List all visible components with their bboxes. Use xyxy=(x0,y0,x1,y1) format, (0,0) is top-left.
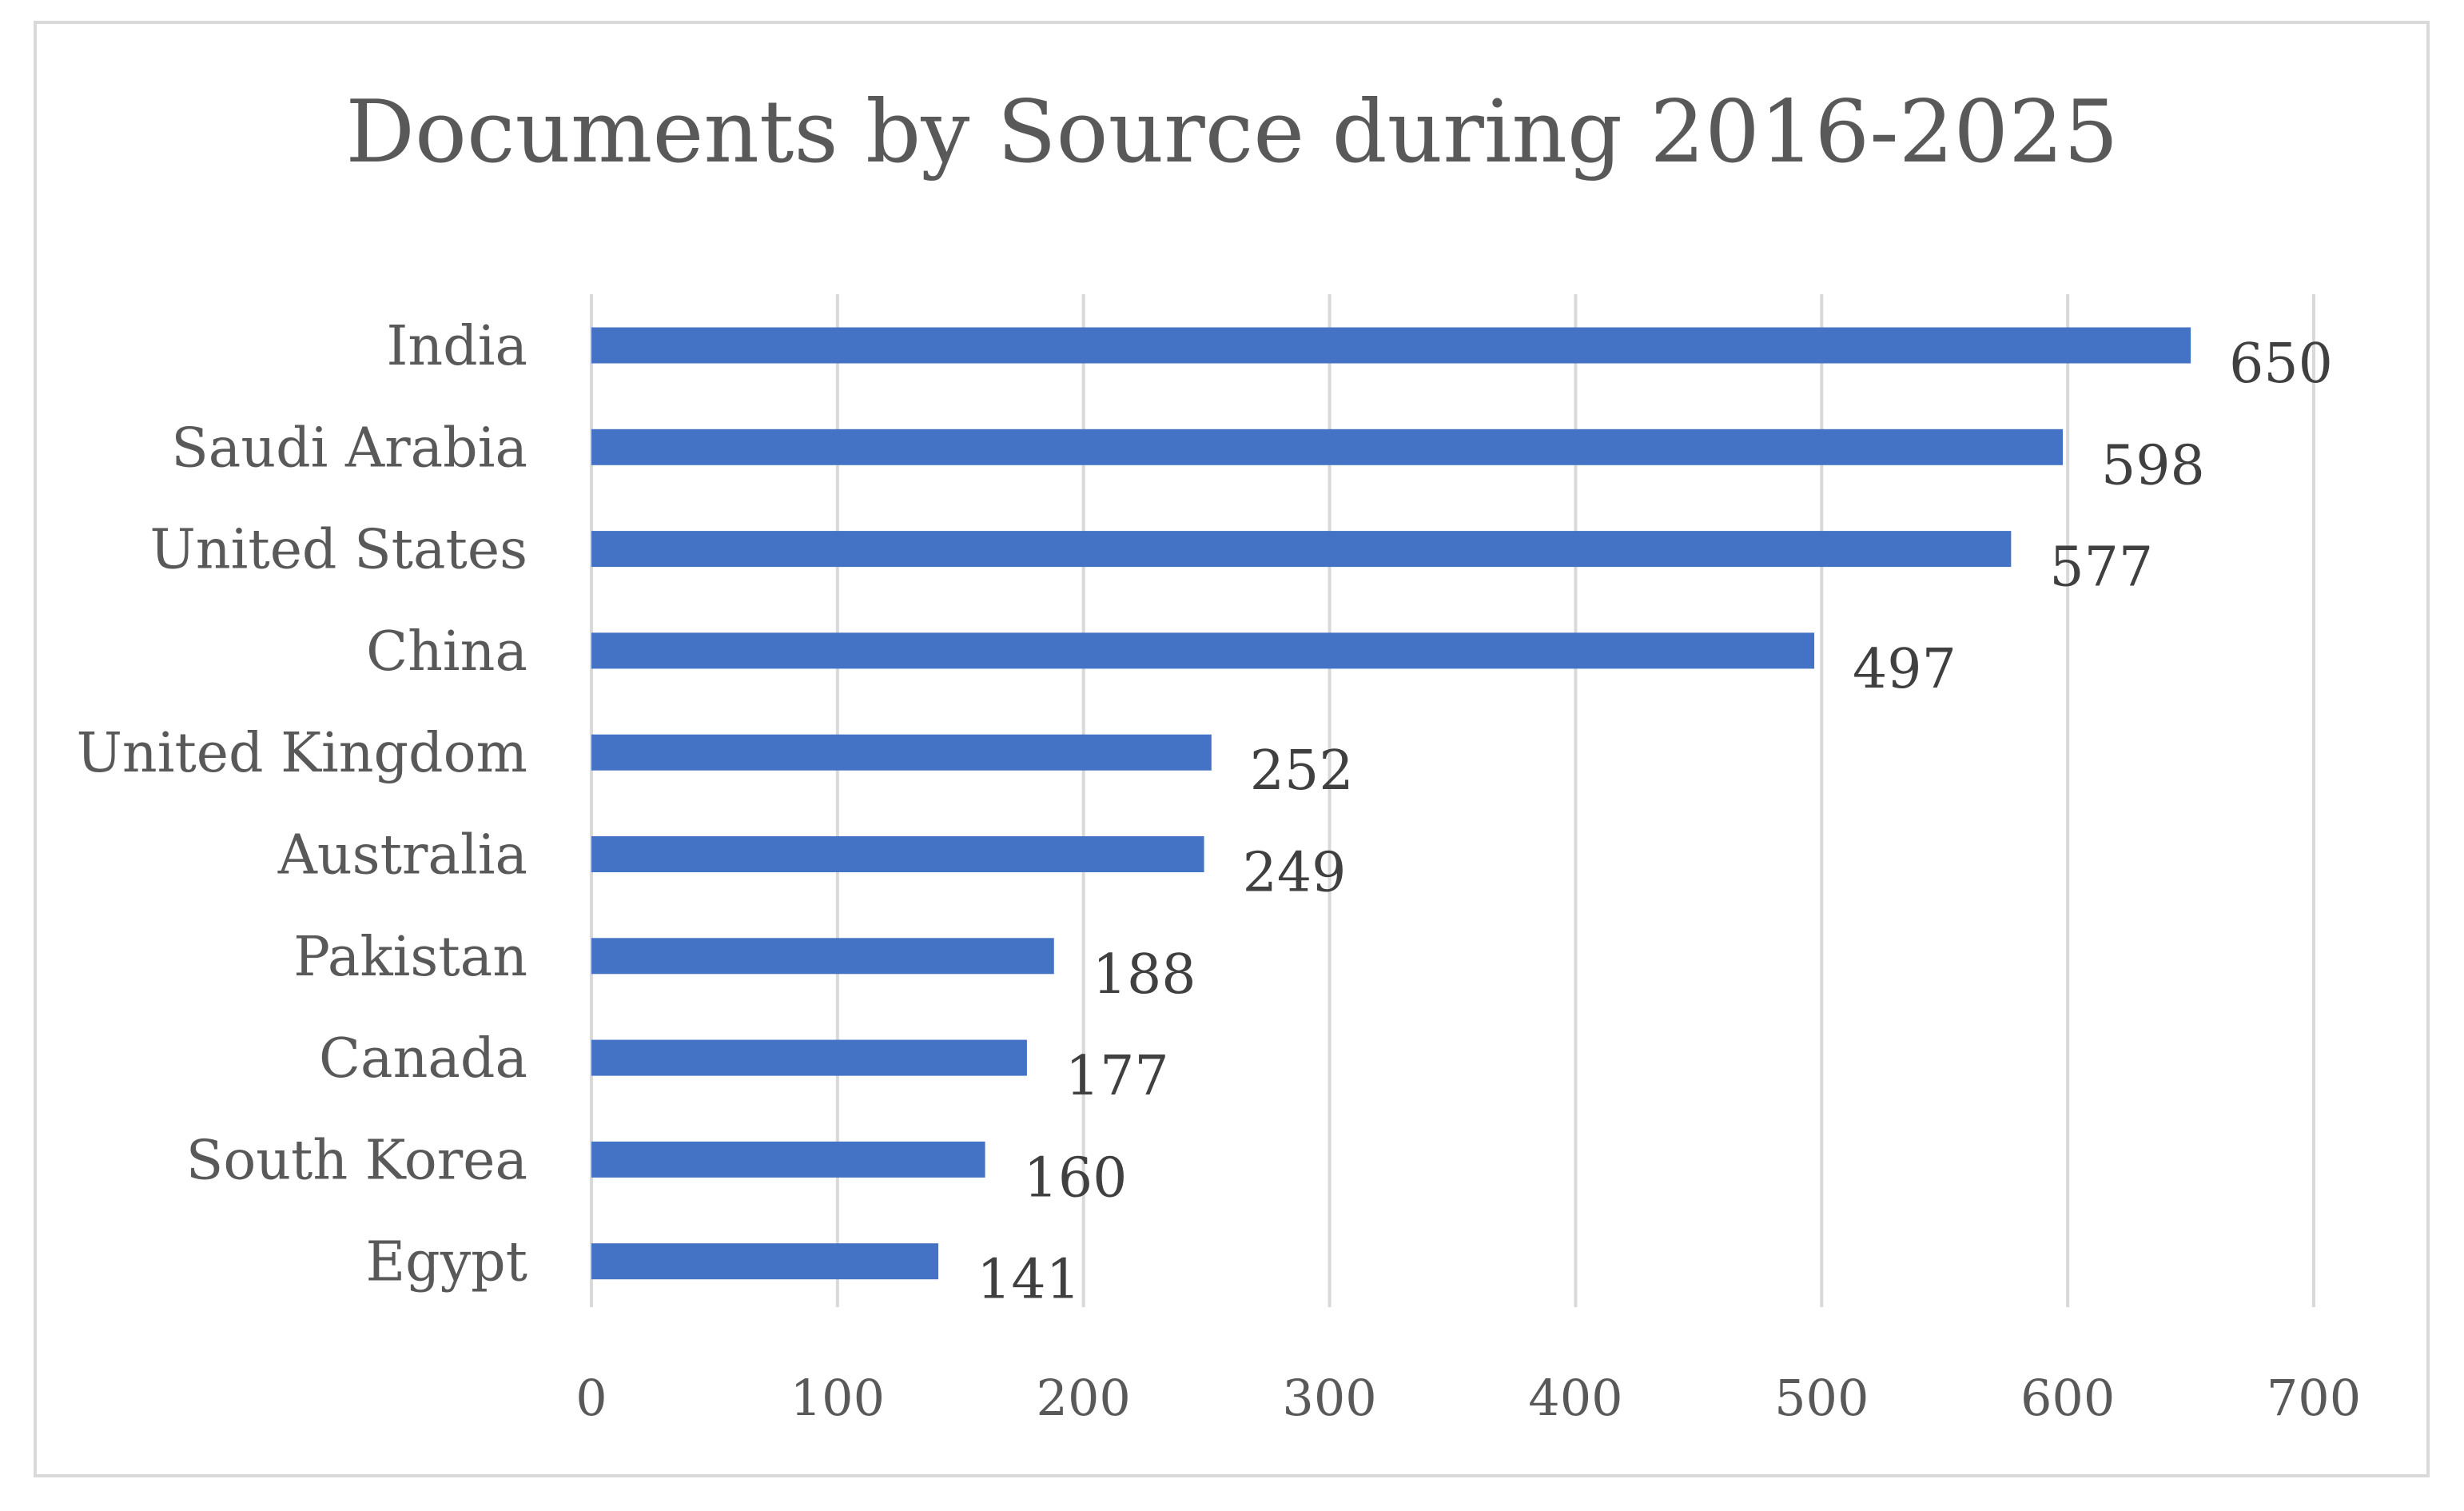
bar xyxy=(591,836,1204,872)
data-label: 141 xyxy=(977,1249,1081,1312)
x-tick-label: 400 xyxy=(1528,1369,1622,1427)
x-tick-label: 300 xyxy=(1282,1369,1376,1427)
category-labels: India Saudi Arabia United States China Unite… xyxy=(77,315,527,1294)
category-label: Pakistan xyxy=(293,926,527,989)
category-label: Egypt xyxy=(366,1231,527,1294)
x-tick-label: 500 xyxy=(1774,1369,1869,1427)
category-label: Australia xyxy=(277,824,527,887)
bar xyxy=(591,632,1815,669)
x-tick-label: 600 xyxy=(2020,1369,2115,1427)
data-label: 249 xyxy=(1243,842,1347,905)
data-labels: 650 598 577 497 252 249 188 177 160 141 xyxy=(977,333,2333,1312)
x-tick-label: 700 xyxy=(2267,1369,2361,1427)
data-label: 577 xyxy=(2049,536,2153,600)
bar xyxy=(591,1141,985,1178)
x-tick-label: 200 xyxy=(1037,1369,1131,1427)
category-label: Saudi Arabia xyxy=(171,417,527,480)
data-label: 177 xyxy=(1065,1045,1169,1108)
category-label: India xyxy=(387,315,527,378)
data-label: 252 xyxy=(1250,740,1354,803)
x-tick-labels: 0 100 200 300 400 500 600 700 xyxy=(575,1369,2361,1427)
bar xyxy=(591,734,1212,771)
chart-frame xyxy=(34,21,2430,1477)
bar xyxy=(591,1243,939,1280)
x-tick-label: 100 xyxy=(790,1369,885,1427)
category-label: Canada xyxy=(319,1027,527,1090)
bar xyxy=(591,327,2191,364)
x-tick-label: 0 xyxy=(575,1369,607,1427)
data-label: 497 xyxy=(1853,638,1956,701)
bar xyxy=(591,1039,1027,1076)
data-label: 598 xyxy=(2101,434,2205,497)
category-label: China xyxy=(366,620,527,684)
bar xyxy=(591,429,2063,465)
bars xyxy=(591,327,2191,1280)
data-label: 650 xyxy=(2229,333,2333,396)
category-label: United Kingdom xyxy=(77,722,527,785)
bar xyxy=(591,938,1054,975)
bar xyxy=(591,531,2012,568)
data-label: 160 xyxy=(1024,1146,1128,1210)
category-label: United States xyxy=(150,519,527,582)
data-label: 188 xyxy=(1093,943,1196,1007)
category-label: South Korea xyxy=(186,1129,527,1192)
chart-title: Documents by Source during 2016-2025 xyxy=(345,82,2119,182)
